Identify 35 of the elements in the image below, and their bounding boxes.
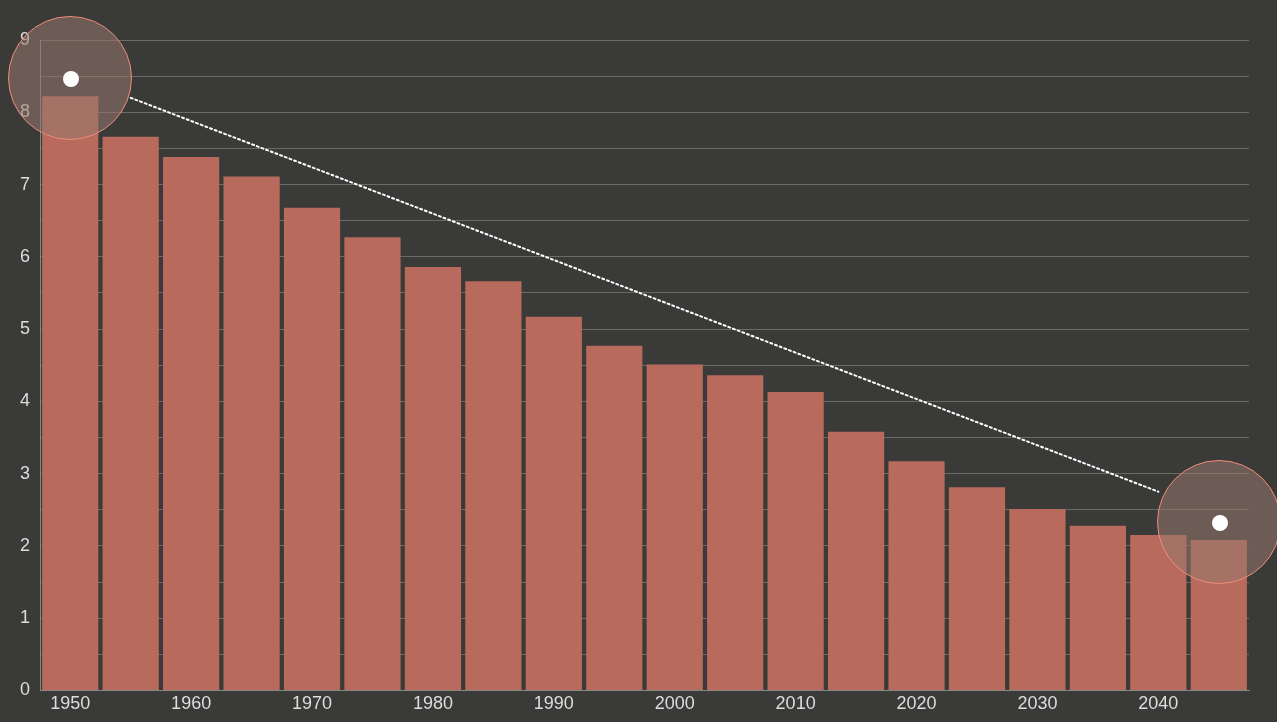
- bar: [767, 391, 824, 690]
- y-tick-label: 0: [20, 679, 31, 700]
- bar: [707, 375, 764, 690]
- bar: [948, 487, 1006, 690]
- y-tick-label: 1: [20, 607, 31, 628]
- bar: [283, 207, 341, 690]
- y-tick-label: 5: [20, 318, 31, 339]
- x-tick-label: 1990: [533, 693, 574, 714]
- y-tick-label: 6: [20, 245, 31, 266]
- y-tick-label: 3: [20, 462, 31, 483]
- bar: [163, 157, 220, 690]
- x-tick-label: 1950: [50, 693, 91, 714]
- x-tick-label: 2020: [896, 693, 937, 714]
- bar: [827, 431, 885, 690]
- x-tick-label: 1960: [171, 693, 212, 714]
- y-tick-label: 4: [20, 390, 31, 411]
- x-tick-label: 2030: [1017, 693, 1058, 714]
- x-tick-label: 1980: [412, 693, 453, 714]
- bar: [223, 176, 280, 690]
- x-tick-label: 1970: [292, 693, 333, 714]
- bar: [344, 237, 401, 690]
- x-tick-label: 2040: [1138, 693, 1179, 714]
- bar: [525, 316, 582, 690]
- x-tick-label: 2010: [775, 693, 816, 714]
- bar: [888, 461, 945, 690]
- bar: [1009, 509, 1066, 690]
- bar: [404, 266, 462, 690]
- bar: [586, 345, 643, 690]
- x-tick-label: 2000: [654, 693, 695, 714]
- bar: [1069, 525, 1126, 690]
- y-tick-label: 7: [20, 173, 31, 194]
- y-tick-label: 8: [20, 101, 31, 122]
- bar: [646, 364, 703, 690]
- y-tick-label: 2: [20, 534, 31, 555]
- bar: [465, 281, 522, 690]
